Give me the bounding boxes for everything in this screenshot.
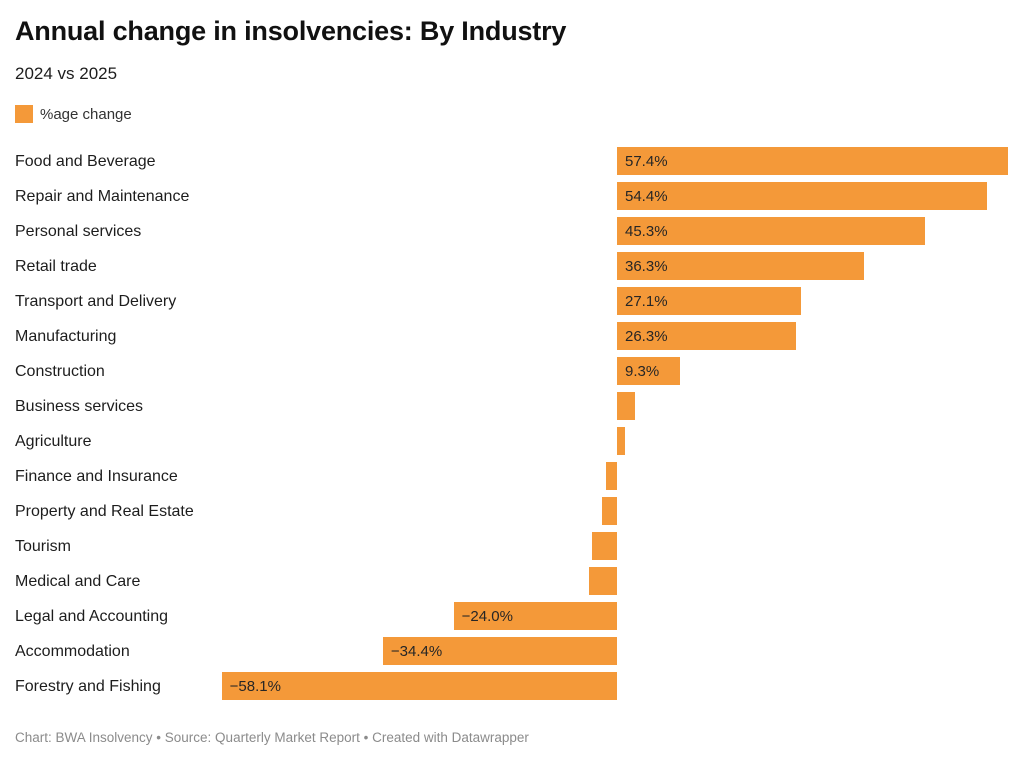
category-label: Agriculture: [15, 432, 92, 450]
bar: 26.3%: [617, 322, 796, 351]
category-label: Transport and Delivery: [15, 292, 177, 310]
chart-row: Repair and Maintenance 54.4%: [15, 179, 1009, 214]
chart-row: Transport and Delivery 27.1%: [15, 284, 1009, 319]
chart-row: Accommodation −34.4%: [15, 634, 1009, 669]
category-label: Finance and Insurance: [15, 467, 178, 485]
bar: −24.0%: [453, 602, 617, 631]
bar-value-label: 27.1%: [625, 292, 668, 310]
bar: 54.4%: [617, 182, 988, 211]
bar: 45.3%: [617, 217, 926, 246]
chart-row: Property and Real Estate: [15, 494, 1009, 529]
bar-value-label: −34.4%: [390, 642, 443, 660]
chart-row: Tourism: [15, 529, 1009, 564]
legend: %age change: [15, 105, 1009, 124]
bar-value-label: 26.3%: [625, 327, 668, 345]
chart-row: Medical and Care: [15, 564, 1009, 599]
chart-row: Manufacturing 26.3%: [15, 319, 1009, 354]
chart-row: Personal services 45.3%: [15, 214, 1009, 249]
category-label: Retail trade: [15, 257, 97, 275]
chart-row: Legal and Accounting −24.0%: [15, 599, 1009, 634]
bar: [602, 497, 617, 526]
chart-row: Business services: [15, 389, 1009, 424]
bar-value-label: −58.1%: [229, 677, 281, 695]
category-label: Manufacturing: [15, 327, 117, 345]
bar-value-label: 36.3%: [625, 257, 668, 275]
category-label: Tourism: [15, 537, 72, 555]
bar: [606, 462, 617, 491]
bar-value-label: −24.0%: [461, 607, 513, 625]
bar: −58.1%: [221, 672, 617, 701]
legend-label: %age change: [40, 105, 132, 123]
chart-row: Finance and Insurance: [15, 459, 1009, 494]
chart-row: Forestry and Fishing −58.1%: [15, 669, 1009, 704]
chart-row: Retail trade 36.3%: [15, 249, 1009, 284]
category-label: Legal and Accounting: [15, 607, 169, 625]
bar: 27.1%: [617, 287, 802, 316]
chart-title: Annual change in insolvencies: By Indust…: [15, 16, 567, 46]
bar: 57.4%: [617, 147, 1008, 176]
bar: [617, 427, 626, 456]
bar-value-label: 54.4%: [625, 187, 668, 205]
bar: [591, 532, 617, 561]
bar: [589, 567, 617, 596]
chart-row: Food and Beverage 57.4%: [15, 144, 1009, 179]
category-label: Property and Real Estate: [15, 502, 194, 520]
category-label: Construction: [15, 362, 105, 380]
bar: 36.3%: [617, 252, 865, 281]
chart-row: Agriculture: [15, 424, 1009, 459]
bar-value-label: 57.4%: [625, 152, 668, 170]
legend-swatch-icon: [15, 105, 33, 124]
chart-subtitle: 2024 vs 2025: [15, 64, 118, 84]
bar-value-label: 9.3%: [625, 362, 660, 380]
category-label: Repair and Maintenance: [15, 187, 190, 205]
chart-row: Construction 9.3%: [15, 354, 1009, 389]
bar: [617, 392, 635, 421]
bar-chart: Food and Beverage 57.4% Repair and Mainten…: [15, 144, 1009, 704]
category-label: Forestry and Fishing: [15, 677, 161, 695]
category-label: Food and Beverage: [15, 152, 156, 170]
category-label: Personal services: [15, 222, 142, 240]
bar: −34.4%: [382, 637, 617, 666]
category-label: Medical and Care: [15, 572, 141, 590]
category-label: Accommodation: [15, 642, 130, 660]
category-label: Business services: [15, 397, 144, 415]
chart-footer: Chart: BWA Insolvency • Source: Quarterl…: [15, 730, 529, 746]
bar: 9.3%: [617, 357, 681, 386]
bar-value-label: 45.3%: [625, 222, 668, 240]
